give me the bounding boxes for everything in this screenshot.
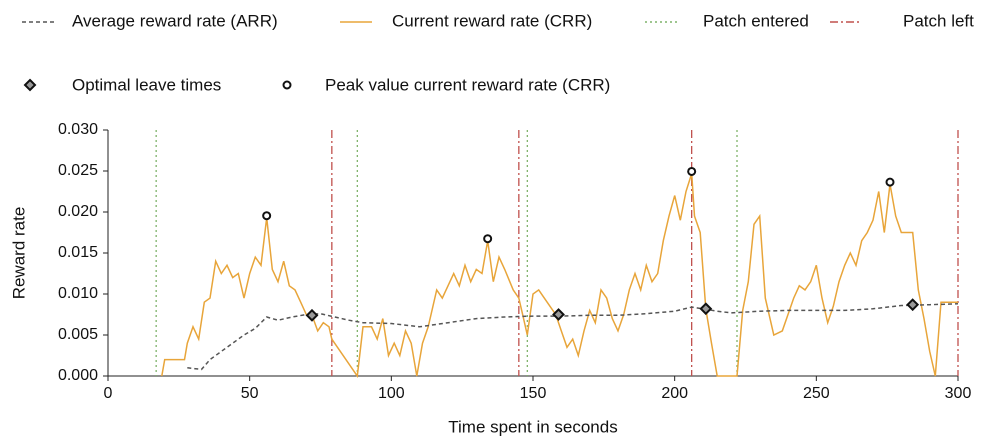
y-tick-label: 0.030 [58, 121, 98, 138]
legend-swatch [282, 80, 292, 90]
y-axis-label: Reward rate [9, 207, 28, 300]
legend-label: Current reward rate (CRR) [392, 11, 592, 30]
optimal-leave-marker [305, 308, 319, 322]
x-tick-label: 300 [945, 385, 972, 402]
x-tick-label: 200 [661, 385, 688, 402]
y-tick-label: 0.005 [58, 326, 98, 343]
x-tick-label: 50 [241, 385, 259, 402]
legend-label: Average reward rate (ARR) [72, 11, 278, 30]
optimal-leave-marker [699, 302, 713, 316]
optimal-leave-marker [552, 308, 565, 321]
x-axis-label: Time spent in seconds [448, 417, 617, 436]
legend-swatch [23, 78, 37, 92]
peak-marker [262, 211, 272, 221]
peak-marker [885, 177, 895, 187]
x-tick-label: 0 [104, 385, 113, 402]
legend-label: Peak value current reward rate (CRR) [325, 75, 610, 94]
y-tick-label: 0.025 [58, 162, 98, 179]
series-line [187, 303, 959, 371]
peak-marker [687, 166, 697, 176]
x-tick-label: 250 [803, 385, 830, 402]
y-tick-label: 0.020 [58, 203, 98, 220]
peak-marker [483, 234, 493, 244]
y-tick-label: 0.010 [58, 285, 98, 302]
optimal-leave-marker [906, 298, 920, 312]
legend-label: Patch left [903, 11, 974, 30]
y-tick-label: 0.000 [58, 367, 98, 384]
series-line [161, 173, 958, 379]
legend-label: Optimal leave times [72, 75, 221, 94]
legend-label: Patch entered [703, 11, 809, 30]
y-tick-label: 0.015 [58, 244, 98, 261]
x-tick-label: 150 [520, 385, 547, 402]
x-tick-label: 100 [378, 385, 405, 402]
